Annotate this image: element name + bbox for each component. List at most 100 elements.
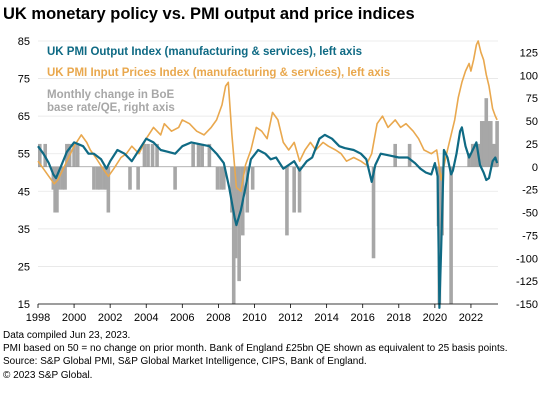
x-tick-label: 2002 <box>98 312 122 324</box>
boe-change-bar <box>55 166 59 213</box>
legend-entry: UK PMI Output Index (manufacturing & ser… <box>47 46 362 58</box>
y-axis-left: 15 25 35 45 55 65 75 85 <box>18 36 30 311</box>
boe-change-bar <box>495 121 499 167</box>
y-left-tick-label: 75 <box>18 74 30 86</box>
boe-change-bar <box>53 166 57 213</box>
boe-change-bar <box>475 143 480 167</box>
boe-change-bar <box>75 143 80 167</box>
bars-group <box>38 98 499 304</box>
boe-change-bar <box>38 143 42 167</box>
boe-change-bar <box>237 166 241 282</box>
y-right-tick-label: -75 <box>522 230 538 242</box>
boe-change-bar <box>470 143 475 167</box>
boe-change-bar <box>231 166 236 304</box>
x-tick-label: 2020 <box>423 312 447 324</box>
legend-entry: UK PMI Input Prices Index (manufacturing… <box>47 67 390 79</box>
legend-entry: Monthly change in BoE <box>47 89 174 101</box>
x-tick-label: 1998 <box>26 312 50 324</box>
y-right-tick-label: -100 <box>516 253 538 265</box>
boe-change-bar <box>230 166 234 213</box>
boe-change-bar <box>297 166 302 213</box>
boe-change-bar <box>219 166 223 190</box>
y-left-tick-label: 25 <box>18 261 30 273</box>
boe-change-bar <box>173 166 177 190</box>
boe-change-bar <box>191 143 195 167</box>
boe-change-bar <box>207 143 212 167</box>
boe-change-bar <box>292 166 296 213</box>
x-tick-label: 2018 <box>387 312 411 324</box>
boe-change-bar <box>488 121 493 167</box>
x-tick-label: 2006 <box>170 312 194 324</box>
y-right-tick-label: 0 <box>532 162 538 174</box>
boe-change-bar <box>250 166 255 190</box>
boe-change-bar <box>150 143 155 167</box>
boe-change-bar <box>155 143 159 167</box>
footnotes: Data compiled Jun 23, 2023. PMI based on… <box>3 329 508 382</box>
boe-change-bar <box>479 121 484 167</box>
boe-change-bar <box>235 166 240 213</box>
y-right-tick-label: -25 <box>522 185 538 197</box>
x-tick-label: 2008 <box>206 312 230 324</box>
note-copyright: © 2023 S&P Global. <box>3 369 93 381</box>
boe-change-bar <box>215 166 220 190</box>
boe-change-bar <box>233 166 238 259</box>
boe-change-bar <box>128 166 132 190</box>
boe-change-bar <box>472 143 477 167</box>
y-axis-right: -150 -125 -100 -75 -50 -25 0 25 50 75 100 125 <box>516 47 538 311</box>
y-left-tick-label: 85 <box>18 36 30 48</box>
x-tick-label: 2010 <box>242 312 266 324</box>
x-tick-label: 2014 <box>314 312 338 324</box>
y-left-tick-label: 45 <box>18 186 30 198</box>
boe-change-bar <box>95 166 100 190</box>
x-tick-label: 2012 <box>278 312 302 324</box>
boe-change-bar <box>222 166 226 190</box>
boe-change-bar <box>63 166 67 190</box>
boe-change-bar <box>104 166 109 190</box>
boe-change-bar <box>60 166 65 190</box>
legend: UK PMI Output Index (manufacturing & ser… <box>47 46 390 114</box>
boe-change-bar <box>393 143 397 167</box>
pmi-output-line <box>37 126 499 309</box>
boe-change-bar <box>72 143 76 167</box>
y-left-tick-label: 65 <box>18 111 30 123</box>
boe-change-bar <box>467 153 471 167</box>
boe-change-bar <box>200 143 204 167</box>
boe-change-bar <box>371 166 376 259</box>
boe-change-bar <box>65 143 69 167</box>
boe-change-bar <box>285 166 289 236</box>
x-tick-label: 2000 <box>62 312 86 324</box>
y-right-tick-label: 100 <box>520 70 538 82</box>
legend-entry: base rate/QE, right axis <box>47 102 175 114</box>
boe-change-bar <box>245 166 250 213</box>
y-left-tick-label: 55 <box>18 149 30 161</box>
chart-title: UK monetary policy vs. PMI output and pr… <box>3 5 415 23</box>
y-right-tick-label: 50 <box>526 116 538 128</box>
x-axis: 1998 2000 2002 2004 2006 2008 2010 2012 2014 2016… <box>26 303 498 324</box>
boe-change-bar <box>484 98 489 167</box>
y-right-tick-label: -50 <box>522 208 538 220</box>
boe-change-bar <box>136 166 140 190</box>
boe-change-bar <box>449 166 453 304</box>
boe-change-bar <box>196 143 201 167</box>
y-right-tick-label: -125 <box>516 276 538 288</box>
y-right-tick-label: 25 <box>526 139 538 151</box>
note-pmi-definition: PMI based on 50 = no change on prior mon… <box>3 343 508 355</box>
boe-change-bar <box>486 121 490 167</box>
boe-change-bar <box>482 121 487 167</box>
boe-change-bar <box>106 166 111 213</box>
x-tick-label: 2004 <box>134 312 158 324</box>
y-left-tick-label: 15 <box>18 299 30 311</box>
note-source: Source: S&P Global PMI, S&P Global Marke… <box>3 356 367 368</box>
boe-change-bar <box>493 143 498 167</box>
y-left-tick-label: 35 <box>18 224 30 236</box>
note-compiled: Data compiled Jun 23, 2023. <box>3 330 131 341</box>
boe-change-bar <box>102 166 106 190</box>
boe-change-bar <box>146 143 150 167</box>
pmi-input-prices-line <box>37 40 498 193</box>
y-right-tick-label: -150 <box>516 299 538 311</box>
y-right-tick-label: 75 <box>526 93 538 105</box>
boe-change-bar <box>92 166 96 190</box>
boe-change-bar <box>142 143 147 167</box>
boe-change-bar <box>98 166 103 190</box>
